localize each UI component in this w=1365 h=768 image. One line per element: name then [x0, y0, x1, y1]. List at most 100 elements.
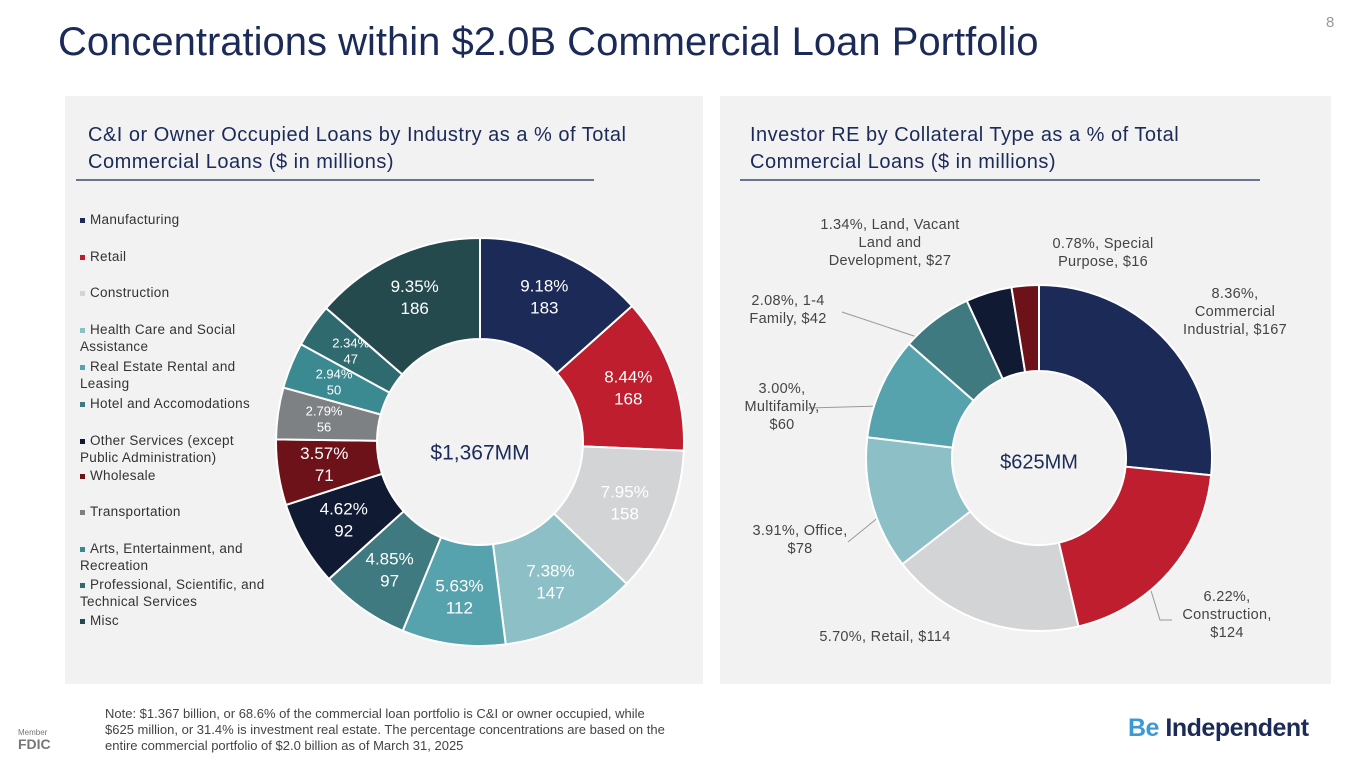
legend-swatch	[80, 254, 85, 260]
slice-value: 158	[611, 505, 639, 524]
slice-percent: 3.00%	[758, 381, 802, 397]
fdic: FDIC	[18, 736, 51, 752]
center-label: $1,367MM	[430, 442, 529, 465]
slice-value: $42	[801, 311, 827, 327]
slide-title: Concentrations within $2.0B Commercial L…	[58, 20, 1039, 64]
legend-swatch	[80, 438, 85, 444]
slice-percent: 4.62%	[320, 499, 368, 518]
slice-value: 186	[401, 299, 429, 318]
legend-item: Wholesale	[80, 467, 270, 484]
fdic-member: Member	[18, 728, 48, 737]
slice-value: 50	[327, 382, 341, 397]
legend-label: Health Care and Social Assistance	[80, 322, 236, 354]
legend-item: Real Estate Rental and Leasing	[80, 358, 270, 392]
slice-value: $78	[787, 541, 813, 557]
slice-category: Office	[803, 523, 844, 539]
slice-percent: 7.95%	[601, 483, 649, 502]
slice-percent: 7.38%	[526, 561, 574, 580]
legend-swatch	[80, 618, 85, 624]
donut-slice	[900, 509, 1080, 632]
slice-value: $124	[1210, 625, 1244, 641]
footnote: Note: $1.367 billion, or 68.6% of the co…	[105, 706, 665, 753]
chart-title: Investor RE by Collateral Type as a % of…	[750, 124, 1180, 173]
slice-percent: 5.70%	[819, 629, 862, 645]
legend-swatch	[80, 582, 85, 588]
slice-percent: 5.63%	[435, 577, 483, 596]
donut-slice	[1057, 465, 1213, 628]
slice-value: 71	[315, 466, 334, 485]
slice-percent: 3.91%	[752, 523, 796, 539]
legend-item: Misc	[80, 612, 270, 629]
logo: Be Independent	[1128, 714, 1309, 743]
slice-percent: 2.79%	[306, 403, 343, 418]
legend-item: Arts, Entertainment, and Recreation	[80, 540, 270, 574]
slice-percent: 9.18%	[520, 277, 568, 296]
slice-percent: 1.34%	[820, 217, 863, 233]
slice-category: 1-4 Family	[749, 293, 825, 327]
legend-swatch	[80, 473, 85, 479]
slice-value: $60	[769, 417, 795, 433]
page-number: 8	[1326, 14, 1335, 31]
slice-label: 3.91%, Office, $78	[752, 523, 848, 557]
slice-percent: 2.08%	[751, 293, 795, 309]
slice-category: Construction	[1182, 607, 1268, 623]
legend-label: Arts, Entertainment, and Recreation	[80, 541, 243, 573]
slice-value: $16	[1122, 254, 1148, 270]
slice-label: 3.00%, Multifamily, $60	[744, 381, 820, 433]
slice-value: 56	[317, 419, 331, 434]
slice-percent: 6.22%	[1203, 589, 1247, 605]
slice-percent: 0.78%	[1052, 236, 1096, 252]
slice-percent: 2.34%	[332, 335, 369, 350]
legend-swatch	[80, 290, 85, 296]
slice-value: 183	[530, 299, 558, 318]
legend-swatch	[80, 327, 85, 333]
slice-category: Commercial Industrial	[1183, 304, 1276, 338]
legend-label: Manufacturing	[90, 212, 180, 227]
legend-swatch	[80, 401, 85, 407]
slice-value: 47	[343, 351, 357, 366]
slice-value: 97	[380, 571, 399, 590]
donut-slice	[324, 236, 481, 376]
chart-title: C&I or Owner Occupied Loans by Industry …	[88, 124, 627, 173]
slice-percent: 8.44%	[604, 367, 652, 386]
legend-swatch	[80, 509, 85, 515]
legend-label: Other Services (except Public Administra…	[80, 433, 234, 465]
slice-percent: 3.57%	[300, 444, 348, 463]
slice-percent: 8.36%	[1211, 286, 1255, 302]
legend-label: Construction	[90, 285, 170, 300]
slice-label: 1.34%, Land, Vacant Land and Development…	[820, 217, 960, 269]
center-label: $625MM	[1000, 451, 1078, 473]
slice-percent: 2.94%	[316, 366, 353, 381]
slice-value: 92	[334, 521, 353, 540]
legend-item: Health Care and Social Assistance	[80, 321, 270, 355]
legend-label: Hotel and Accomodations	[90, 396, 250, 411]
slice-value: 147	[536, 583, 564, 602]
slice-category: Retail	[870, 629, 910, 645]
logo-independent: Independent	[1165, 714, 1309, 742]
legend-label: Retail	[90, 249, 127, 264]
legend-label: Real Estate Rental and Leasing	[80, 359, 236, 391]
legend-swatch	[80, 364, 85, 370]
legend-swatch	[80, 217, 85, 223]
legend-label: Professional, Scientific, and Technical …	[80, 577, 265, 609]
legend-item: Construction	[80, 284, 270, 301]
slice-category: Multifamily	[744, 399, 816, 415]
slice-category: Land, Vacant Land and Development	[828, 217, 960, 269]
logo-be: Be	[1128, 714, 1159, 742]
slice-value: $114	[918, 629, 951, 645]
legend-item: Hotel and Accomodations	[80, 395, 270, 412]
slice-value: 112	[446, 599, 473, 618]
donut-slice	[1010, 283, 1040, 374]
slice-value: $27	[926, 253, 952, 269]
slice-value: $167	[1253, 322, 1287, 338]
legend-item: Transportation	[80, 503, 270, 520]
donut-slice	[1038, 283, 1213, 477]
legend-label: Transportation	[90, 504, 181, 519]
slice-label: 0.78%, Special Purpose, $16	[1052, 236, 1154, 270]
slice-value: 168	[614, 389, 642, 408]
slice-label: 8.36%, Commercial Industrial, $167	[1183, 286, 1287, 338]
slice-category: Special Purpose	[1058, 236, 1154, 270]
legend-item: Retail	[80, 248, 270, 265]
legend-item: Other Services (except Public Administra…	[80, 432, 270, 466]
